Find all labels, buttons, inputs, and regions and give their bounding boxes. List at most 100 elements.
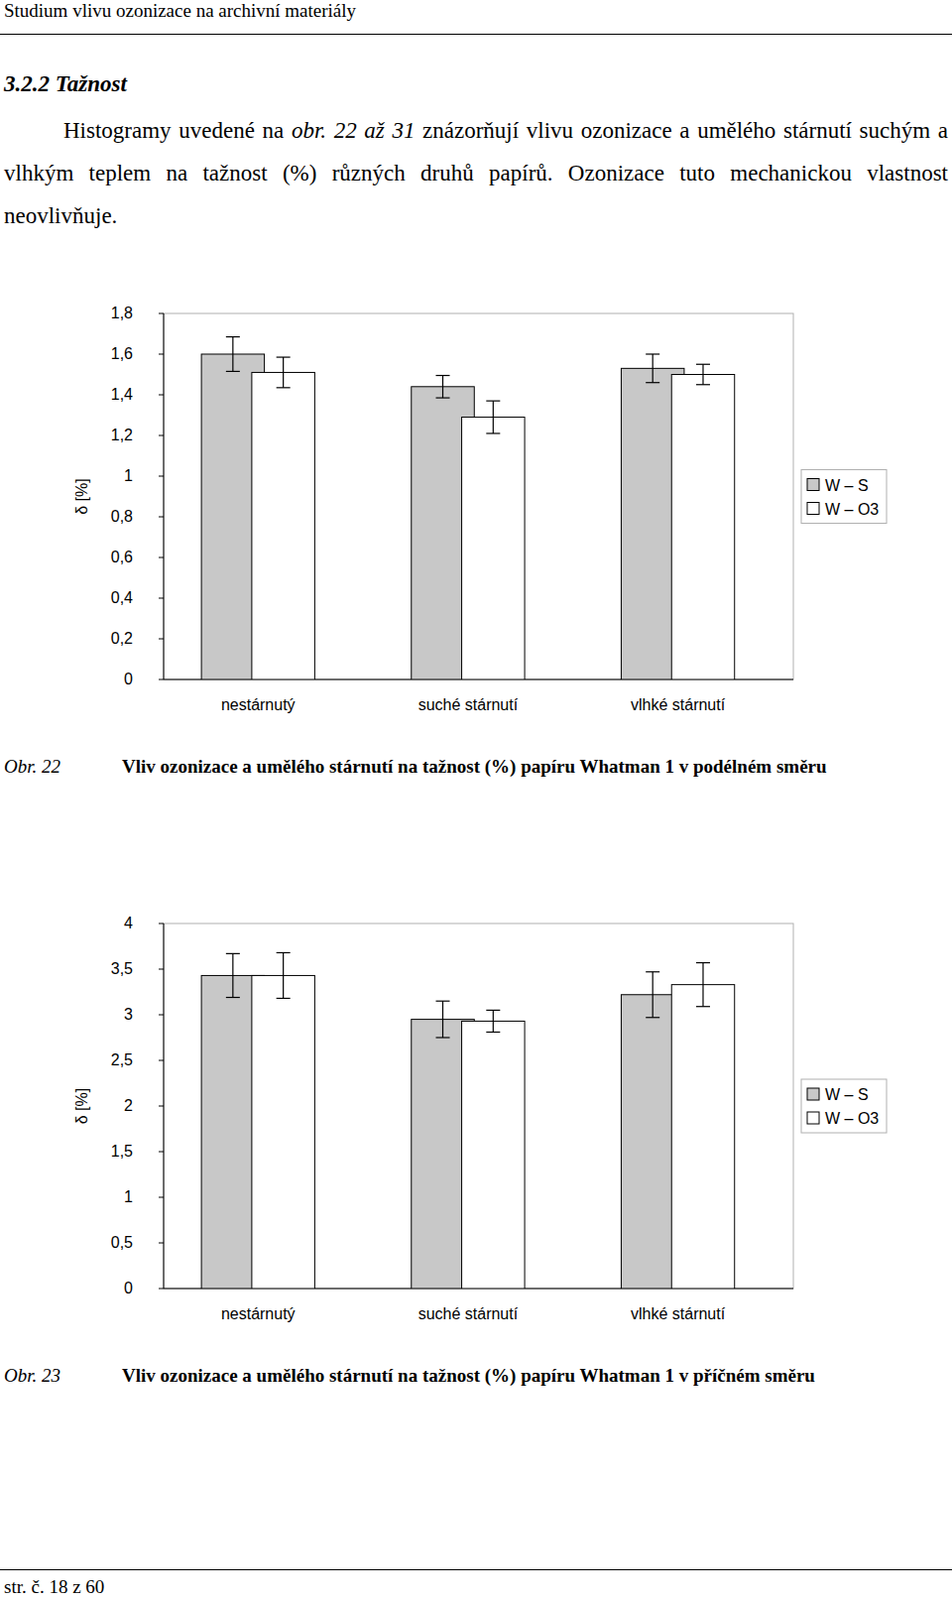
legend: W – S W – O3 bbox=[801, 1078, 887, 1133]
y-tick-label: 2 bbox=[123, 1096, 133, 1114]
y-axis bbox=[163, 923, 165, 1289]
bar bbox=[671, 984, 735, 1289]
chart: 00,511,522,533,54δ [%]nestárnutýsuché st… bbox=[73, 914, 887, 1322]
y-axis bbox=[163, 313, 165, 680]
error-cap bbox=[436, 374, 451, 376]
charts: 00,20,40,60,811,21,41,61,8δ [%]nestárnut… bbox=[0, 0, 952, 1600]
y-tick bbox=[158, 1196, 164, 1198]
error-bar bbox=[696, 962, 711, 1007]
legend-swatch bbox=[807, 1111, 820, 1124]
error-cap bbox=[485, 400, 500, 402]
y-tick-label: 1,4 bbox=[111, 385, 133, 403]
y-tick-label: 1,5 bbox=[111, 1142, 133, 1160]
error-cap bbox=[436, 1036, 451, 1038]
bar bbox=[462, 417, 525, 680]
legend-box bbox=[801, 1078, 887, 1133]
y-tick-label: 0,2 bbox=[111, 629, 133, 647]
error-bar bbox=[226, 952, 240, 997]
y-axis-label: δ [%] bbox=[73, 477, 91, 514]
bar bbox=[671, 374, 735, 681]
error-cap bbox=[645, 353, 660, 355]
error-bar bbox=[485, 400, 500, 434]
error-bar bbox=[436, 375, 451, 399]
error-line bbox=[282, 952, 284, 998]
error-line bbox=[702, 962, 704, 1007]
y-tick-label: 3,5 bbox=[111, 959, 133, 977]
y-tick bbox=[158, 476, 164, 477]
error-cap bbox=[276, 952, 291, 953]
error-bar bbox=[226, 337, 240, 372]
error-bar bbox=[276, 357, 291, 388]
legend: W – S W – O3 bbox=[801, 470, 887, 524]
header-rule bbox=[0, 33, 952, 35]
error-cap bbox=[485, 1009, 500, 1011]
chart: 00,20,40,60,811,21,41,61,8δ [%]nestárnut… bbox=[73, 304, 887, 714]
error-cap bbox=[436, 1000, 451, 1002]
error-cap bbox=[276, 356, 291, 357]
y-tick-label: 0,5 bbox=[111, 1233, 133, 1251]
error-cap bbox=[696, 1005, 711, 1007]
error-cap bbox=[696, 383, 711, 385]
y-tick bbox=[158, 435, 164, 437]
error-cap bbox=[226, 952, 240, 954]
y-tick-label: 0,6 bbox=[111, 548, 133, 566]
error-bar bbox=[645, 971, 660, 1018]
legend-label: W – O3 bbox=[825, 1109, 879, 1127]
y-tick bbox=[158, 313, 164, 315]
y-tick bbox=[158, 354, 164, 356]
error-cap bbox=[226, 336, 240, 338]
bar bbox=[251, 371, 316, 680]
y-tick bbox=[158, 1242, 164, 1244]
error-cap bbox=[696, 363, 711, 365]
y-tick bbox=[158, 597, 164, 599]
error-cap bbox=[276, 997, 291, 999]
y-tick-label: 1,6 bbox=[111, 345, 133, 362]
y-tick-label: 4 bbox=[123, 914, 133, 932]
error-cap bbox=[226, 370, 240, 372]
error-bars bbox=[226, 952, 711, 1038]
y-tick bbox=[158, 394, 164, 396]
y-tick-label: 1 bbox=[123, 1188, 133, 1205]
bars bbox=[201, 354, 735, 680]
x-tick-label: vlhké stárnutí bbox=[630, 1305, 726, 1322]
error-cap bbox=[645, 970, 660, 972]
figure-reference: obr. 22 až 31 bbox=[291, 118, 416, 143]
error-line bbox=[652, 971, 654, 1018]
section-heading: 3.2.2 Tažnost bbox=[3, 71, 127, 98]
y-tick bbox=[158, 1014, 164, 1016]
y-tick bbox=[158, 557, 164, 559]
legend-label: W – O3 bbox=[825, 500, 879, 518]
y-tick-label: 0 bbox=[123, 1279, 133, 1297]
y-tick-label: 0,8 bbox=[111, 507, 133, 525]
y-tick-label: 0 bbox=[123, 670, 133, 688]
plot-frame bbox=[163, 313, 794, 680]
error-line bbox=[232, 952, 234, 997]
y-tick bbox=[158, 923, 164, 925]
bar bbox=[251, 974, 316, 1289]
x-tick-label: vlhké stárnutí bbox=[630, 696, 726, 714]
y-axis-label: δ [%] bbox=[73, 1087, 91, 1124]
y-tick bbox=[158, 968, 164, 970]
error-bar bbox=[436, 1000, 451, 1038]
footer-rule bbox=[0, 1568, 952, 1570]
error-bars bbox=[226, 337, 711, 434]
error-bar bbox=[485, 1009, 500, 1032]
y-tick bbox=[158, 1288, 164, 1290]
error-bar bbox=[645, 354, 660, 383]
y-tick bbox=[158, 638, 164, 640]
error-cap bbox=[485, 1031, 500, 1033]
error-line bbox=[282, 357, 284, 388]
legend-label: W – S bbox=[825, 476, 869, 494]
legend-label: W – S bbox=[825, 1085, 869, 1103]
caption-text: Vliv ozonizace a umělého stárnutí na taž… bbox=[121, 1364, 816, 1387]
y-tick bbox=[158, 516, 164, 518]
error-line bbox=[442, 375, 444, 399]
y-tick bbox=[158, 1151, 164, 1153]
error-line bbox=[232, 337, 234, 372]
x-tick-label: suché stárnutí bbox=[418, 1305, 519, 1322]
y-tick-label: 2,5 bbox=[111, 1051, 133, 1069]
y-tick-label: 1,2 bbox=[111, 426, 133, 444]
legend-swatch bbox=[807, 1087, 820, 1100]
x-tick-label: nestárnutý bbox=[221, 696, 296, 714]
legend-box bbox=[801, 470, 887, 524]
